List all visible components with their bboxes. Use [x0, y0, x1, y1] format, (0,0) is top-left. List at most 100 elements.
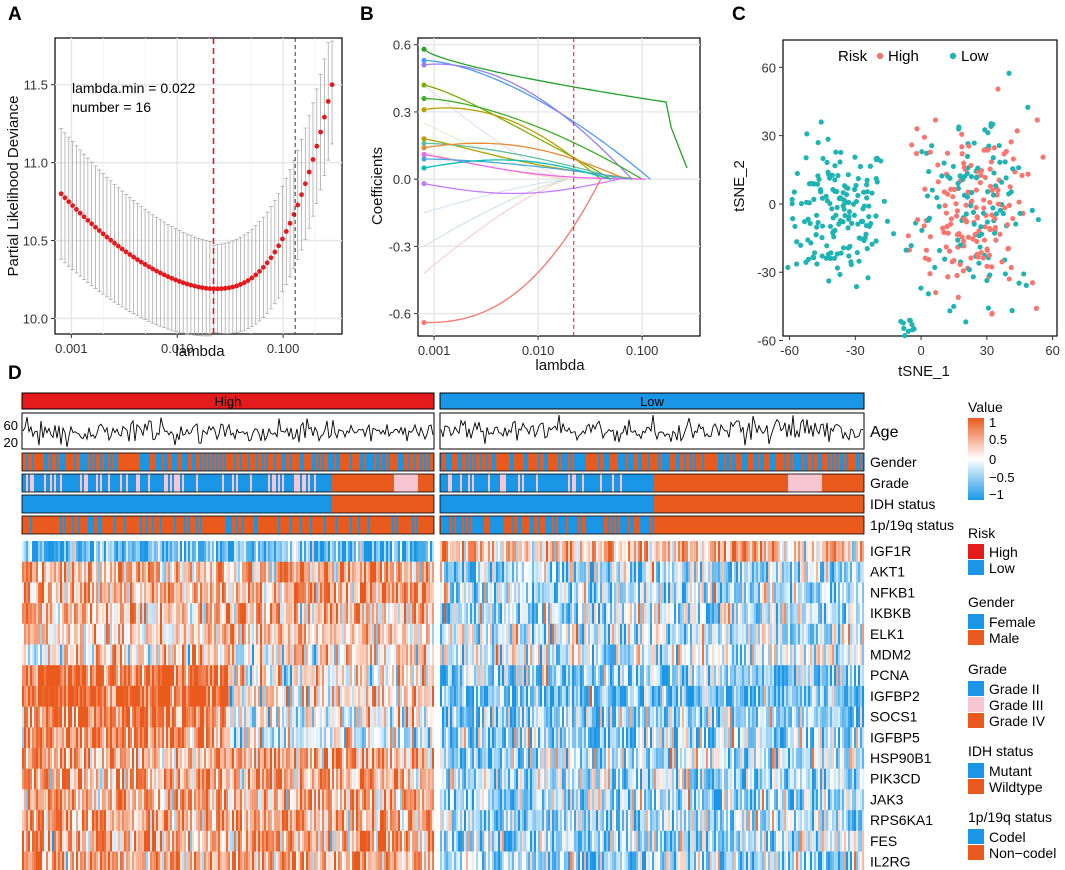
heatmap-cell-ELK1 — [740, 623, 743, 645]
annotation-cell-3 — [206, 516, 209, 534]
heatmap-cell-IKBKB — [450, 603, 453, 625]
heatmap-cell-ELK1 — [800, 623, 803, 645]
annotation-cell-0 — [640, 453, 643, 471]
annotation-cell-2 — [836, 495, 839, 513]
heatmap-cell-NFKB1 — [650, 582, 653, 604]
annotation-cell-3 — [696, 516, 699, 534]
heatmap-cell-NFKB1 — [860, 582, 863, 604]
heatmap-cell-AKT1 — [840, 561, 843, 583]
heatmap-cell-IKBKB — [730, 603, 733, 625]
panel-c-point-low — [860, 218, 866, 225]
heatmap-cell-IGF1R — [762, 541, 765, 562]
annotation-cell-1 — [128, 474, 131, 492]
annotation-cell-2 — [300, 495, 303, 513]
heatmap-cell-IKBKB — [644, 603, 647, 625]
panel-c-point-low — [925, 217, 931, 223]
panel-c-y-tick-label: 60 — [762, 60, 776, 75]
heatmap-cell-ELK1 — [702, 623, 705, 645]
heatmap-cell-IGF1R — [592, 541, 595, 562]
annotation-cell-1 — [296, 474, 299, 492]
panel-b-path-s12 — [423, 159, 611, 180]
heatmap-cell-ELK1 — [728, 623, 731, 645]
heatmap-cell-IGF1R — [586, 541, 589, 562]
heatmap-cell-IGF1R — [188, 541, 191, 562]
heatmap-cell-ELK1 — [426, 623, 429, 645]
heatmap-cell-ELK1 — [100, 623, 103, 645]
heatmap-cell-ELK1 — [88, 623, 91, 645]
panel-c-point-high — [995, 201, 1001, 207]
annotation-cell-1 — [596, 474, 599, 492]
panel-c-point-low — [939, 173, 945, 179]
panel-c-point-low — [984, 219, 990, 225]
heatmap-cell-ELK1 — [392, 623, 395, 645]
annotation-cell-0 — [624, 453, 627, 471]
annotation-cell-0 — [112, 453, 115, 471]
heatmap-cell-IGF1R — [414, 541, 417, 562]
heatmap-cell-AKT1 — [774, 561, 777, 583]
annotation-cell-1 — [768, 474, 771, 492]
annotation-cell-3 — [402, 516, 405, 534]
heatmap-cell-NFKB1 — [272, 582, 275, 604]
heatmap-cell-MDM2 — [248, 644, 251, 666]
annotation-cell-2 — [200, 495, 203, 513]
heatmap-cell-ELK1 — [620, 623, 623, 645]
panel-a-point — [81, 214, 87, 220]
annotation-cell-1 — [112, 474, 115, 492]
annotation-cell-3 — [836, 516, 839, 534]
annotation-cell-1 — [426, 474, 429, 492]
heatmap-cell-ELK1 — [242, 623, 245, 645]
annotation-cell-0 — [308, 453, 311, 471]
heatmap-cell-IGF1R — [814, 541, 817, 562]
annotation-cell-3 — [616, 516, 619, 534]
panel-a-annotation-lambda: lambda.min = 0.022 — [72, 80, 196, 96]
heatmap-cell-AKT1 — [390, 561, 393, 583]
annotation-cell-2 — [40, 495, 43, 513]
heatmap-cell-NFKB1 — [476, 582, 479, 604]
heatmap-cell-NFKB1 — [654, 582, 657, 604]
heatmap-cell-AKT1 — [366, 561, 369, 583]
annotation-cell-3 — [156, 516, 159, 534]
annotation-cell-3 — [252, 516, 255, 534]
heatmap-cell-NFKB1 — [742, 582, 745, 604]
heatmap-cell-IKBKB — [852, 603, 855, 625]
annotation-cell-0 — [850, 453, 853, 471]
panel-c-point-high — [974, 251, 980, 257]
annotation-cell-3 — [408, 516, 411, 534]
annotation-cell-1 — [404, 474, 407, 492]
panel-c-point-low — [856, 258, 862, 264]
heatmap-cell-NFKB1 — [702, 582, 705, 604]
heatmap-cell-MDM2 — [202, 644, 205, 666]
annotation-cell-1 — [190, 474, 193, 492]
panel-c-point-high — [932, 117, 939, 123]
heatmap-cell-ELK1 — [856, 623, 859, 645]
annotation-cell-0 — [774, 453, 777, 471]
heatmap-cell-NFKB1 — [688, 582, 691, 604]
heatmap-cell-MDM2 — [580, 644, 583, 666]
annotation-cell-1 — [104, 474, 107, 492]
panel-c-point-high — [978, 172, 984, 179]
heatmap-cell-IGF1R — [376, 541, 379, 562]
heatmap-cell-ELK1 — [578, 623, 581, 645]
heatmap-cell-NFKB1 — [668, 582, 671, 604]
annotation-cell-1 — [288, 474, 291, 492]
annotation-cell-0 — [232, 453, 235, 471]
heatmap-cell-IKBKB — [420, 603, 423, 625]
annotation-cell-0 — [62, 453, 65, 471]
heatmap-cell-AKT1 — [48, 561, 51, 583]
annotation-cell-0 — [90, 453, 93, 471]
heatmap-cell-NFKB1 — [212, 582, 215, 604]
heatmap-cell-IKBKB — [582, 603, 585, 625]
heatmap-cell-ELK1 — [362, 623, 365, 645]
heatmap-cell-IKBKB — [704, 603, 707, 625]
heatmap-cell-IGF1R — [440, 541, 443, 562]
heatmap-cell-ELK1 — [524, 623, 527, 645]
annotation-cell-2 — [246, 495, 249, 513]
annotation-cell-2 — [394, 495, 397, 513]
panel-letter-d: D — [8, 363, 22, 384]
heatmap-cell-AKT1 — [272, 561, 275, 583]
heatmap-cell-AKT1 — [486, 561, 489, 583]
annotation-cell-3 — [394, 516, 397, 534]
heatmap-cell-NFKB1 — [420, 582, 423, 604]
heatmap-cell-ELK1 — [408, 623, 411, 645]
heatmap-cell-AKT1 — [734, 561, 737, 583]
